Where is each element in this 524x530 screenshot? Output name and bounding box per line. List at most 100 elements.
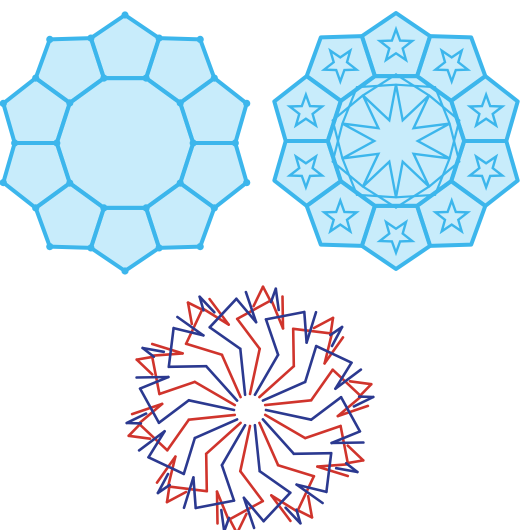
tiling-vertex bbox=[231, 139, 239, 147]
girih-red-strand bbox=[158, 380, 197, 396]
overlay-petal-star bbox=[466, 91, 506, 129]
girih-red-strand bbox=[276, 463, 316, 478]
overlay-spoke bbox=[394, 83, 437, 89]
girih-blue-strand bbox=[208, 297, 238, 329]
tiling-pentagon bbox=[178, 141, 249, 210]
tiling-vertex bbox=[121, 11, 129, 19]
girih-outer-point bbox=[198, 295, 205, 312]
tiling-vertex bbox=[142, 204, 150, 212]
tiling-vertex bbox=[66, 99, 74, 107]
girih-outer-point bbox=[156, 483, 171, 495]
overlay-edges bbox=[272, 11, 520, 271]
girih-blue-strand bbox=[220, 463, 236, 502]
tiling-vertex bbox=[176, 179, 184, 187]
overlay-petal-star bbox=[432, 47, 472, 85]
tiling-vertex bbox=[243, 99, 251, 107]
tiling-pentagon-fill bbox=[90, 207, 160, 271]
tiling-vertex bbox=[100, 74, 108, 82]
girih-red-strand bbox=[295, 474, 316, 513]
girih-blue-strand bbox=[295, 483, 328, 494]
girih-outer-point bbox=[227, 516, 237, 530]
girih-blue-strand bbox=[147, 429, 166, 459]
girih-blue-strand bbox=[339, 395, 362, 433]
tiling-vertex bbox=[11, 139, 19, 147]
girih-outer-point bbox=[330, 325, 344, 348]
girih-blue-strand bbox=[220, 423, 247, 467]
overlay-pentagon-fill bbox=[306, 181, 375, 246]
girih-outer-point bbox=[186, 301, 194, 326]
overlay-pentagon bbox=[449, 74, 520, 143]
girih-red-strand bbox=[208, 297, 230, 326]
overlay-pentagon bbox=[272, 74, 343, 143]
tiling-vertex bbox=[46, 243, 54, 251]
tiling-pentagon bbox=[144, 36, 217, 105]
girih-outer-point bbox=[274, 287, 281, 312]
girih-blue-strand bbox=[264, 310, 306, 321]
girih-outer-point bbox=[344, 461, 359, 474]
girih-red-strand bbox=[155, 455, 177, 484]
girih-blue-strand bbox=[172, 326, 205, 337]
girih-outer-point bbox=[125, 412, 148, 425]
girih-outer-point bbox=[329, 316, 335, 337]
overlay-spoke bbox=[331, 119, 344, 160]
girih-blue-strand bbox=[242, 496, 256, 530]
girih-blue-strand bbox=[235, 297, 258, 324]
girih-blue-strand bbox=[295, 483, 324, 505]
girih-red-strand bbox=[331, 368, 363, 398]
girih-red-strands bbox=[127, 285, 373, 530]
overlay-spoke bbox=[341, 86, 358, 125]
tiling-vertex bbox=[87, 34, 95, 42]
tiling-fills bbox=[3, 15, 247, 271]
girih-blue-strand bbox=[242, 496, 265, 523]
girih-outer-point bbox=[295, 508, 314, 519]
overlay-pentagon-fill bbox=[274, 76, 341, 141]
girih-outer-point bbox=[284, 506, 302, 525]
overlay-petal-star bbox=[376, 25, 416, 63]
girih-blue-strand bbox=[334, 361, 353, 391]
girih-red-strand bbox=[215, 490, 219, 525]
tiling-vertex bbox=[66, 179, 74, 187]
girih-outer-point bbox=[346, 444, 365, 462]
overlay-petal-star bbox=[466, 153, 506, 191]
panel-girih bbox=[125, 285, 375, 530]
girih-blue-strand bbox=[193, 418, 239, 440]
tiling-vertex bbox=[155, 244, 163, 252]
girih-outer-point bbox=[306, 494, 314, 519]
girih-red-strand bbox=[239, 469, 265, 503]
tiling-vertex bbox=[210, 204, 218, 212]
girih-red-strand bbox=[303, 424, 342, 440]
overlay-spoke bbox=[428, 94, 461, 122]
overlay-pentagon bbox=[272, 139, 343, 208]
girih-red-strand bbox=[130, 402, 164, 416]
girih-blue-strand bbox=[187, 398, 236, 412]
girih-blue-strand bbox=[262, 491, 292, 523]
girih-blue-strand bbox=[334, 368, 363, 391]
girih-blue-strand bbox=[302, 310, 308, 344]
tiling-vertex bbox=[53, 139, 61, 147]
girih-red-strand bbox=[166, 485, 209, 493]
girih-outer-point bbox=[156, 472, 170, 495]
girih-blue-strand bbox=[192, 476, 197, 510]
tiling-pentagon-fill bbox=[3, 143, 70, 208]
tiling-edges bbox=[1, 13, 249, 273]
girih-blue-strand bbox=[204, 364, 239, 402]
girih-outer-point bbox=[135, 358, 154, 376]
girih-outer-point bbox=[186, 301, 205, 312]
girih-red-strand bbox=[336, 404, 370, 418]
tiling-pentagon-fill bbox=[180, 78, 247, 143]
overlay-spoke bbox=[394, 185, 431, 209]
girih-outer-point bbox=[141, 346, 156, 359]
girih-red-strand bbox=[201, 307, 230, 326]
overlay-petal-star bbox=[286, 91, 326, 129]
girih-red-strand bbox=[150, 352, 184, 358]
overlay-spoke bbox=[448, 122, 461, 163]
girih-blue-strand bbox=[261, 380, 307, 402]
overlay-pentagon bbox=[304, 179, 377, 248]
girih-outer-point bbox=[252, 285, 265, 308]
girih-blue-strand bbox=[303, 344, 318, 384]
girih-blue-strand bbox=[138, 375, 170, 390]
girih-outer-point bbox=[165, 490, 188, 504]
tiling-pentagon bbox=[33, 181, 106, 250]
girih-red-strand bbox=[184, 342, 224, 357]
